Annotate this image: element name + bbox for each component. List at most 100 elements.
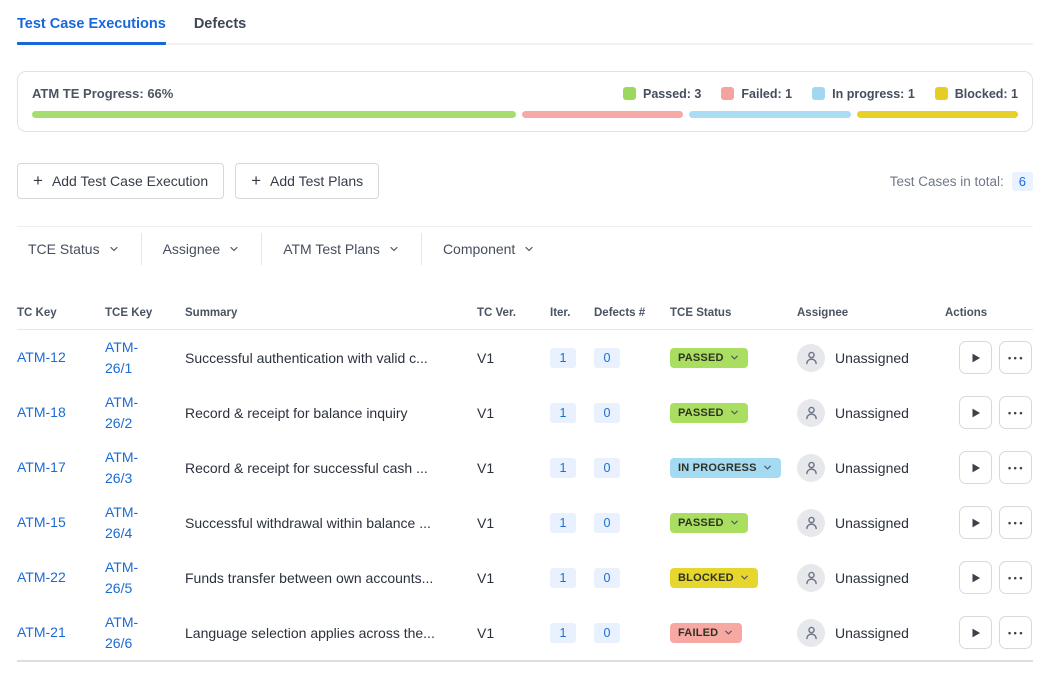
tce-key-link[interactable]: ATM-26/6 [105,614,139,651]
legend-swatch [721,87,735,100]
actions-cell: ••• [945,341,1033,374]
tce-key-link[interactable]: ATM-26/5 [105,559,139,596]
add-test-case-execution-button[interactable]: + Add Test Case Execution [17,163,225,199]
table-header-row: TC Key TCE Key Summary TC Ver. Iter. Defects … [17,307,1033,330]
defects-count-badge[interactable]: 0 [594,622,620,643]
tce-status-label: PASSED [678,516,724,529]
tc-key-link[interactable]: ATM-18 [17,403,66,420]
filter-label: Assignee [162,241,221,257]
legend-item: Blocked: 1 [934,87,1018,101]
test-case-executions-table: TC Key TCE Key Summary TC Ver. Iter. Defects … [17,307,1033,662]
column-header: Defects # [594,307,646,319]
column-header: TCE Status [670,307,732,319]
tc-key-link[interactable]: ATM-12 [17,348,66,365]
tc-key-link[interactable]: ATM-15 [17,513,66,530]
legend-label: Failed: 1 [741,86,793,101]
defects-count-badge[interactable]: 0 [594,567,620,588]
add-test-plans-label: Add Test Plans [270,173,364,189]
play-icon [969,571,983,585]
test-cases-total-label: Test Cases in total: [889,173,1004,189]
filter-bar: TCE Status Assignee ATM Test Plans Compo… [17,227,1033,271]
add-test-plans-button[interactable]: + Add Test Plans [235,163,380,199]
chevron-down-icon [228,243,240,255]
tc-key-link[interactable]: ATM-22 [17,568,66,585]
more-actions-button[interactable]: ••• [999,396,1032,429]
tce-status-dropdown[interactable]: PASSED [670,402,748,423]
tc-key-link[interactable]: ATM-17 [17,458,66,475]
chevron-down-icon [729,407,740,418]
tce-status-label: FAILED [678,626,719,639]
filter-assignee[interactable]: Assignee [142,233,263,265]
defects-count-badge[interactable]: 0 [594,402,620,423]
chevron-down-icon [762,462,773,473]
run-button[interactable] [959,341,992,374]
add-test-case-execution-label: Add Test Case Execution [51,173,209,189]
run-button[interactable] [959,616,992,649]
person-icon [803,404,820,421]
more-actions-button[interactable]: ••• [999,616,1032,649]
tce-key-link[interactable]: ATM-26/1 [105,339,139,376]
run-button[interactable] [959,451,992,484]
assignee-name: Unassigned [835,459,909,476]
progress-label: ATM TE Progress: 66% [32,86,174,101]
column-header: TC Ver. [477,307,516,319]
filter-atm-test-plans[interactable]: ATM Test Plans [262,233,422,265]
filter-tce-status[interactable]: TCE Status [17,233,142,265]
more-actions-button[interactable]: ••• [999,506,1032,539]
assignee-cell: Unassigned [797,508,945,537]
tce-status-dropdown[interactable]: BLOCKED [670,567,758,588]
progress-segment [32,111,516,118]
table-row: ATM-12 ATM-26/1 Successful authenticatio… [17,330,1033,385]
tc-version: V1 [477,624,495,641]
person-icon [803,514,820,531]
run-button[interactable] [959,561,992,594]
tc-key-link[interactable]: ATM-21 [17,623,66,640]
legend-label: Passed: 3 [643,86,702,101]
defects-count-badge[interactable]: 0 [594,457,620,478]
summary-text: Record & receipt for balance inquiry [185,404,408,421]
table-row: ATM-21 ATM-26/6 Language selection appli… [17,605,1033,660]
toolbar: + Add Test Case Execution + Add Test Pla… [17,163,1033,199]
filter-component[interactable]: Component [422,233,556,265]
more-actions-button[interactable]: ••• [999,561,1032,594]
iteration-badge: 1 [550,457,576,478]
actions-cell: ••• [945,396,1033,429]
assignee-cell: Unassigned [797,343,945,372]
play-icon [969,516,983,530]
tce-status-dropdown[interactable]: PASSED [670,347,748,368]
run-button[interactable] [959,396,992,429]
tce-status-dropdown[interactable]: IN PROGRESS [670,457,781,478]
tce-status-dropdown[interactable]: PASSED [670,512,748,533]
column-header: TCE Key [105,307,153,319]
more-actions-button[interactable]: ••• [999,341,1032,374]
actions-cell: ••• [945,616,1033,649]
table-body: ATM-12 ATM-26/1 Successful authenticatio… [17,330,1033,660]
defects-count-badge[interactable]: 0 [594,512,620,533]
table-bottom-border [17,660,1033,662]
ellipsis-icon: ••• [1008,517,1025,528]
tce-key-link[interactable]: ATM-26/3 [105,449,139,486]
table-row: ATM-17 ATM-26/3 Record & receipt for suc… [17,440,1033,495]
assignee-cell: Unassigned [797,563,945,592]
chevron-down-icon [739,572,750,583]
more-actions-button[interactable]: ••• [999,451,1032,484]
test-executions-page: Test Case Executions Defects ATM TE Progr… [17,16,1033,662]
assignee-cell: Unassigned [797,398,945,427]
filter-label: Component [442,241,516,257]
tab-test-case-executions[interactable]: Test Case Executions [17,16,166,45]
tce-key-link[interactable]: ATM-26/2 [105,394,139,431]
summary-text: Record & receipt for successful cash ... [185,459,428,476]
column-header: Summary [185,307,238,319]
test-cases-total-badge: 6 [1011,171,1033,191]
defects-count-badge[interactable]: 0 [594,347,620,368]
progress-card: ATM TE Progress: 66% Passed: 3 Failed: 1… [17,71,1033,132]
actions-cell: ••• [945,561,1033,594]
tc-version: V1 [477,349,495,366]
legend-item: Failed: 1 [721,87,792,101]
tab-defects[interactable]: Defects [193,16,247,32]
tce-status-dropdown[interactable]: FAILED [670,622,743,643]
run-button[interactable] [959,506,992,539]
tce-key-link[interactable]: ATM-26/4 [105,504,139,541]
tc-version: V1 [477,514,495,531]
ellipsis-icon: ••• [1008,462,1025,473]
